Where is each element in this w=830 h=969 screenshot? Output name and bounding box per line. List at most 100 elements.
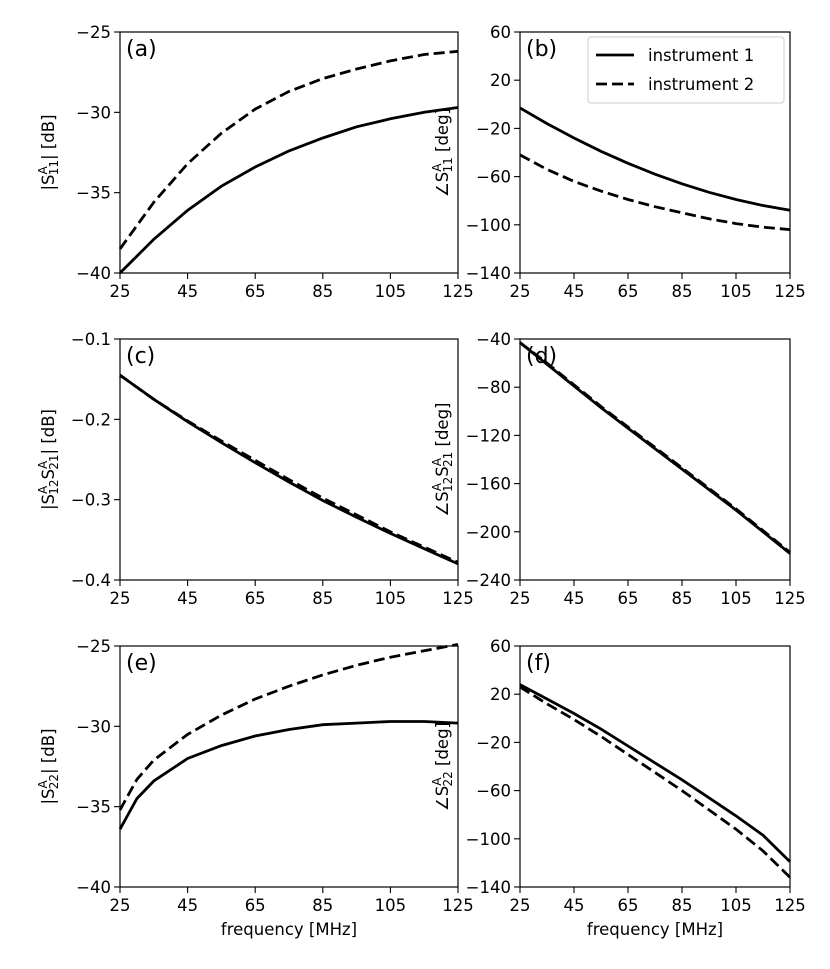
- x-tick-label: 65: [618, 589, 639, 608]
- x-tick-label: 105: [375, 282, 407, 301]
- axes-frame: [119, 31, 459, 274]
- x-tick-label: 125: [442, 896, 474, 915]
- x-tick-label: 65: [245, 282, 266, 301]
- series-instrument-2-line: [519, 153, 791, 231]
- ylabel-sup: A: [430, 163, 444, 172]
- x-tick-label: 125: [442, 282, 474, 301]
- ylabel-main-2: S: [39, 469, 58, 479]
- ylabel-sub-2: 21: [47, 454, 61, 469]
- ylabel-sub: 12: [47, 479, 61, 494]
- x-tick-label: 25: [110, 589, 131, 608]
- y-tick-label: −0.1: [71, 330, 111, 349]
- x-tick-label: 45: [177, 589, 198, 608]
- x-tick-label: 65: [618, 282, 639, 301]
- legend-label-2: instrument 2: [648, 75, 754, 94]
- axes-frame: [519, 338, 791, 581]
- y-tick-label: 60: [490, 637, 511, 656]
- series-instrument-2-line: [519, 685, 791, 879]
- ylabel-main: ∠S: [433, 786, 452, 811]
- ylabel-main-2: S: [433, 466, 452, 476]
- series-instrument-1-line: [519, 106, 791, 212]
- ylabel-sub: 11: [441, 157, 455, 172]
- series-instrument-1-line: [119, 106, 459, 274]
- y-axis-label: ∠SA22 [deg]: [430, 722, 455, 811]
- x-tick-label: 25: [110, 896, 131, 915]
- ylabel-tail: [deg]: [433, 722, 452, 771]
- y-tick-label: −140: [466, 264, 511, 283]
- series-instrument-1-line: [119, 374, 459, 566]
- ylabel-tail: [deg]: [433, 403, 452, 452]
- ylabel-sub: 22: [441, 771, 455, 786]
- y-tick-label: −100: [466, 830, 511, 849]
- ylabel-sup: A: [36, 779, 50, 788]
- y-tick-label: −30: [76, 103, 111, 122]
- ylabel-sup: A: [430, 482, 444, 491]
- ylabel-sup: A: [36, 165, 50, 174]
- y-tick-label: 20: [490, 685, 511, 704]
- x-tick-label: 25: [510, 896, 531, 915]
- panel-f: 25 45 65 85 105 125−140−100−60−202060(f)∠SA22…: [430, 637, 806, 939]
- x-tick-label: 105: [375, 589, 407, 608]
- x-tick-label: 125: [774, 896, 806, 915]
- ylabel-sup-2: A: [36, 460, 50, 469]
- y-tick-label: 60: [490, 23, 511, 42]
- series-instrument-1-line: [519, 683, 791, 863]
- y-tick-label: −40: [76, 264, 111, 283]
- y-tick-label: −120: [466, 426, 511, 445]
- y-axis-label: |SA22| [dB]: [36, 728, 61, 804]
- series-instrument-2-line: [118, 643, 459, 811]
- panel-tag: (d): [526, 344, 557, 369]
- ylabel-main: ∠S: [433, 172, 452, 197]
- y-tick-label: −0.3: [71, 491, 111, 510]
- axes-frame: [119, 338, 459, 581]
- y-tick-label: −25: [76, 637, 111, 656]
- x-tick-label: 125: [774, 589, 806, 608]
- y-tick-label: −40: [476, 330, 511, 349]
- x-tick-label: 65: [618, 896, 639, 915]
- y-tick-label: −140: [466, 878, 511, 897]
- x-tick-label: 85: [672, 282, 693, 301]
- x-tick-label: 105: [720, 282, 752, 301]
- series-instrument-2-line: [119, 374, 459, 564]
- ylabel-main: |S: [39, 788, 58, 804]
- x-tick-label: 85: [312, 282, 333, 301]
- y-tick-label: −20: [476, 733, 511, 752]
- ylabel-sup-2: A: [430, 457, 444, 466]
- y-tick-label: −100: [466, 216, 511, 235]
- y-tick-label: −200: [466, 523, 511, 542]
- y-tick-label: −20: [476, 119, 511, 138]
- legend-label-1: instrument 1: [648, 46, 754, 65]
- ylabel-main: |S: [39, 174, 58, 190]
- x-tick-label: 25: [510, 589, 531, 608]
- x-tick-label: 45: [564, 282, 585, 301]
- panel-b: 25 45 65 85 105 125−140−100−60−202060(b)∠SA11…: [430, 23, 806, 301]
- x-tick-label: 85: [312, 896, 333, 915]
- ylabel-tail: | [dB]: [39, 728, 58, 773]
- y-tick-label: −25: [76, 23, 111, 42]
- ylabel-main: ∠S: [433, 491, 452, 516]
- x-axis-label: frequency [MHz]: [221, 920, 357, 939]
- panel-c: 25 45 65 85 105 125−0.4−0.3−0.2−0.1(c)|SA12SA…: [36, 330, 474, 608]
- series-instrument-1-line: [118, 720, 459, 830]
- y-axis-label: ∠SA11 [deg]: [430, 108, 455, 197]
- axes-frame: [119, 645, 459, 888]
- panels: 25 45 65 85 105 125−40−35−30−25(a)|SA11| [dB]…: [36, 23, 806, 939]
- x-tick-label: 25: [110, 282, 131, 301]
- y-axis-label: |SA12SA21| [dB]: [36, 409, 61, 510]
- panel-e: 25 45 65 85 105 125−40−35−30−25(e)|SA22| [dB]…: [36, 637, 474, 939]
- ylabel-tail: [deg]: [433, 108, 452, 157]
- x-tick-label: 65: [245, 896, 266, 915]
- x-tick-label: 85: [672, 589, 693, 608]
- x-tick-label: 45: [564, 896, 585, 915]
- ylabel-sup: A: [36, 485, 50, 494]
- y-tick-label: −30: [76, 717, 111, 736]
- x-tick-label: 105: [720, 896, 752, 915]
- y-tick-label: −160: [466, 475, 511, 494]
- x-tick-label: 25: [510, 282, 531, 301]
- legend-box: [587, 36, 785, 104]
- x-tick-label: 105: [375, 896, 407, 915]
- y-tick-label: −80: [476, 378, 511, 397]
- y-tick-label: −240: [466, 571, 511, 590]
- y-tick-label: −0.4: [71, 571, 111, 590]
